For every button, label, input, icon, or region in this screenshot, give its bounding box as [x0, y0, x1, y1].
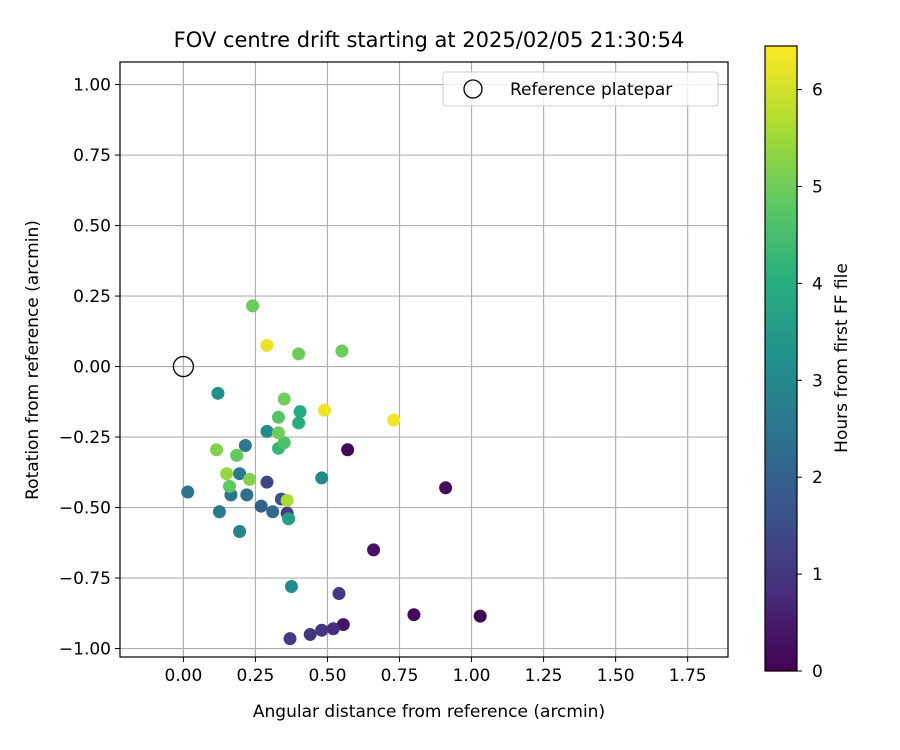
scatter-point [335, 345, 348, 358]
scatter-point [230, 449, 243, 462]
scatter-point [367, 543, 380, 556]
colorbar-gradient [765, 46, 797, 671]
x-tick-label: 1.50 [597, 666, 635, 686]
scatter-point [220, 467, 233, 480]
y-tick-label: −0.50 [59, 499, 111, 519]
scatter-point [281, 494, 294, 507]
x-tick-label: 1.25 [525, 666, 563, 686]
x-tick-label: 0.50 [309, 666, 347, 686]
scatter-point [272, 426, 285, 439]
y-tick-label: −1.00 [59, 640, 111, 660]
scatter-point [239, 439, 252, 452]
plot-frame [120, 62, 728, 657]
x-tick-label: 0.75 [381, 666, 419, 686]
scatter-point [260, 339, 273, 352]
scatter-point [292, 347, 305, 360]
colorbar-tick-label: 3 [812, 371, 823, 391]
scatter-point [223, 480, 236, 493]
scatter-point [285, 580, 298, 593]
scatter-point [260, 425, 273, 438]
chart: FOV centre drift starting at 2025/02/05 … [0, 0, 900, 750]
scatter-point [210, 443, 223, 456]
x-tick-label: 1.00 [453, 666, 491, 686]
scatter-point [294, 405, 307, 418]
scatter-point [211, 387, 224, 400]
scatter-point [255, 500, 268, 513]
y-ticks: −1.00 −0.75 −0.50 −0.25 0.00 0.25 0.50 0.75 1.00 [59, 76, 120, 660]
y-tick-label: 1.00 [73, 76, 111, 96]
legend-reference-label: Reference platepar [510, 80, 672, 100]
x-ticks: 0.00 0.25 0.50 0.75 1.00 1.25 1.50 1.75 [164, 657, 706, 686]
grid [120, 62, 728, 657]
chart-title: FOV centre drift starting at 2025/02/05 … [174, 28, 685, 52]
scatter-point [181, 486, 194, 499]
y-tick-label: 0.00 [73, 358, 111, 378]
colorbar-tick-label: 0 [812, 662, 823, 682]
colorbar-tick-label: 5 [812, 178, 823, 198]
scatter-points [181, 299, 486, 645]
y-tick-label: 0.25 [73, 287, 111, 307]
colorbar-label: Hours from first FF file [832, 263, 852, 453]
colorbar-ticks: 0 1 2 3 4 5 6 [797, 81, 823, 682]
x-tick-label: 1.75 [669, 666, 707, 686]
scatter-point [272, 411, 285, 424]
y-tick-label: 0.50 [73, 217, 111, 237]
x-axis-label: Angular distance from reference (arcmin) [253, 702, 605, 722]
scatter-point [407, 608, 420, 621]
scatter-point [315, 624, 328, 637]
scatter-point [439, 481, 452, 494]
scatter-point [341, 443, 354, 456]
scatter-point [304, 628, 317, 641]
legend: Reference platepar [443, 72, 718, 106]
y-axis-label: Rotation from reference (arcmin) [23, 220, 43, 500]
x-tick-label: 0.00 [164, 666, 202, 686]
colorbar: 0 1 2 3 4 5 6 Hours from first FF file [765, 46, 852, 682]
y-tick-label: 0.75 [73, 146, 111, 166]
colorbar-tick-label: 2 [812, 468, 823, 488]
scatter-point [246, 299, 259, 312]
scatter-point [240, 488, 253, 501]
scatter-point [284, 632, 297, 645]
scatter-point [474, 610, 487, 623]
scatter-point [292, 416, 305, 429]
colorbar-tick-label: 1 [812, 565, 823, 585]
y-tick-label: −0.75 [59, 569, 111, 589]
scatter-point [213, 505, 226, 518]
scatter-point [282, 512, 295, 525]
scatter-point [278, 392, 291, 405]
scatter-point [243, 473, 256, 486]
y-tick-label: −0.25 [59, 428, 111, 448]
scatter-point [233, 525, 246, 538]
scatter-point [387, 414, 400, 427]
scatter-point [327, 622, 340, 635]
scatter-point [260, 476, 273, 489]
colorbar-tick-label: 6 [812, 81, 823, 101]
scatter-point [332, 587, 345, 600]
scatter-point [318, 404, 331, 417]
x-tick-label: 0.25 [237, 666, 275, 686]
scatter-point [315, 471, 328, 484]
colorbar-tick-label: 4 [812, 274, 823, 294]
scatter-point [266, 505, 279, 518]
